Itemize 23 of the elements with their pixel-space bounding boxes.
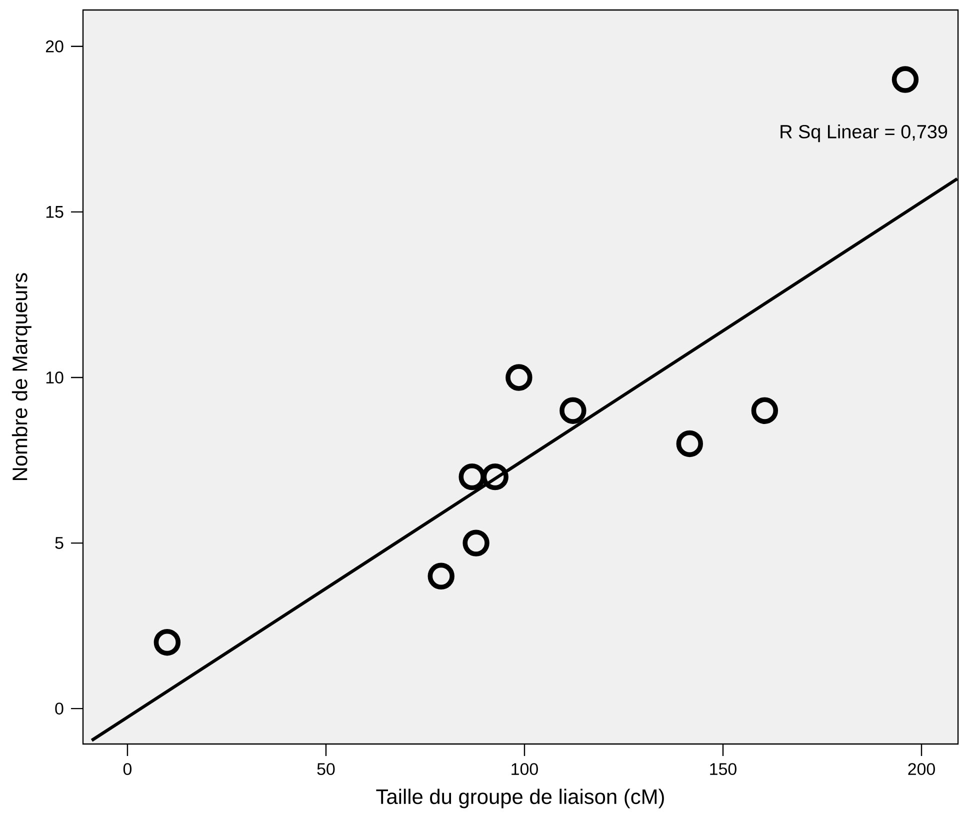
y-tick-label: 15 [46, 206, 64, 218]
x-axis-title: Taille du groupe de liaison (cM) [376, 788, 664, 808]
y-tick-label: 5 [55, 537, 64, 549]
y-axis-title: Nombre de Marqueurs [12, 273, 32, 480]
point [676, 430, 703, 458]
point [458, 463, 486, 490]
point [506, 364, 532, 391]
point [428, 562, 454, 590]
x-tick-label: 100 [512, 763, 538, 776]
point [154, 629, 181, 656]
point [751, 397, 778, 424]
x-tick-label: 50 [317, 763, 335, 776]
point [892, 66, 919, 93]
x-tick-label: 200 [908, 763, 935, 776]
point [560, 397, 586, 424]
y-tick-label: 0 [55, 702, 64, 715]
annotation: R Sq Linear = 0,739 [780, 124, 948, 142]
y-tick-label: 10 [46, 372, 64, 384]
point [462, 530, 490, 556]
x-tick-label: 150 [710, 763, 736, 776]
y-tick-label: 20 [46, 40, 64, 52]
x-tick-label: 0 [123, 763, 132, 776]
point [482, 463, 508, 490]
